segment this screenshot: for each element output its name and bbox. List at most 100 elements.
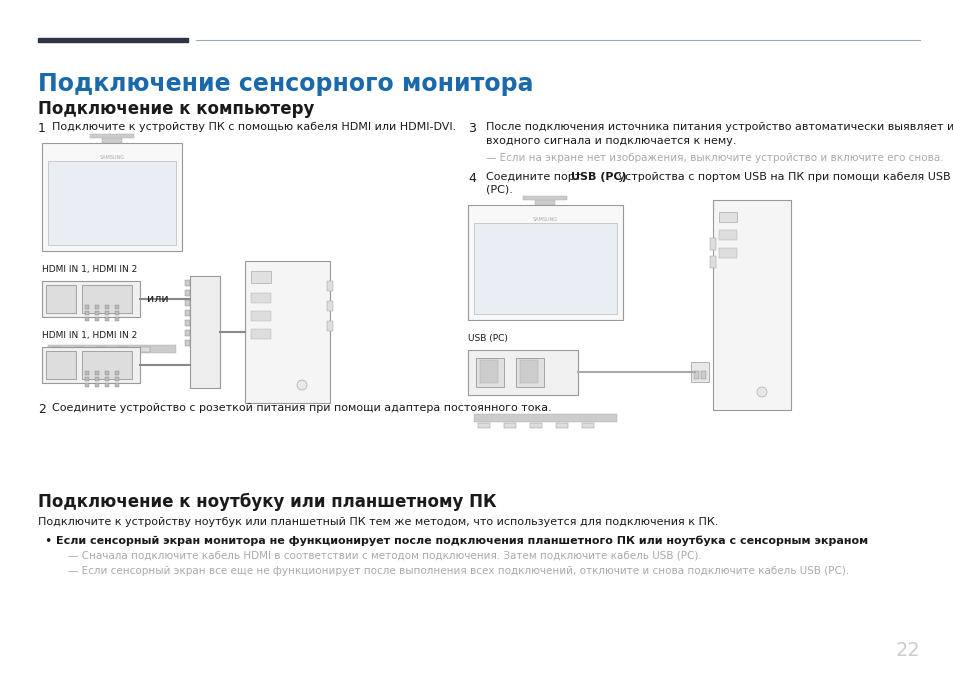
Text: 1: 1	[38, 122, 46, 135]
Text: или: или	[147, 294, 169, 304]
Bar	[115, 371, 119, 375]
Bar	[474, 223, 617, 314]
Text: 2: 2	[38, 403, 46, 416]
Circle shape	[757, 387, 766, 397]
Bar	[556, 423, 567, 428]
Bar	[96, 347, 106, 352]
Bar	[115, 377, 119, 381]
Bar	[105, 371, 109, 375]
Bar	[185, 340, 190, 346]
Bar	[693, 371, 699, 379]
Bar	[46, 285, 76, 313]
Text: — Если сенсорный экран все еще не функционирует после выполнения всех подключени: — Если сенсорный экран все еще не функци…	[68, 566, 848, 576]
Bar	[115, 383, 119, 387]
Bar	[95, 305, 99, 309]
Bar	[118, 347, 128, 352]
Bar	[140, 347, 150, 352]
Bar	[115, 311, 119, 315]
Text: HDMI IN 1, HDMI IN 2: HDMI IN 1, HDMI IN 2	[42, 331, 137, 340]
Bar	[327, 281, 333, 291]
Text: 3: 3	[468, 122, 476, 135]
Bar	[530, 423, 541, 428]
Bar	[85, 317, 89, 321]
Text: (PC).: (PC).	[485, 185, 513, 195]
Text: Подключите к устройству ноутбук или планшетный ПК тем же методом, что использует: Подключите к устройству ноутбук или план…	[38, 517, 718, 527]
Text: — Сначала подключите кабель HDMI в соответствии с методом подключения. Затем под: — Сначала подключите кабель HDMI в соотв…	[68, 551, 701, 561]
Bar	[95, 317, 99, 321]
Bar	[85, 371, 89, 375]
Text: Соедините устройство с розеткой питания при помощи адаптера постоянного тока.: Соедините устройство с розеткой питания …	[52, 403, 551, 413]
Bar	[48, 161, 175, 245]
Bar	[46, 351, 76, 379]
Text: устройства с портом USB на ПК при помощи кабеля USB: устройства с портом USB на ПК при помощи…	[615, 172, 949, 182]
Bar	[251, 271, 271, 283]
Bar	[52, 347, 62, 352]
Text: Подключение к компьютеру: Подключение к компьютеру	[38, 100, 314, 118]
Bar	[105, 305, 109, 309]
Bar	[251, 293, 271, 303]
Bar	[95, 311, 99, 315]
Bar	[105, 317, 109, 321]
Text: После подключения источника питания устройство автоматически выявляет источник: После подключения источника питания устр…	[485, 122, 953, 132]
Bar	[719, 230, 737, 240]
Bar	[700, 371, 705, 379]
Bar	[82, 351, 132, 379]
Circle shape	[296, 380, 307, 390]
Bar	[519, 360, 537, 383]
Bar	[105, 311, 109, 315]
Bar	[712, 200, 790, 410]
Bar	[190, 276, 220, 388]
Bar	[38, 38, 188, 42]
Bar	[115, 317, 119, 321]
Bar	[251, 329, 271, 339]
Bar	[719, 212, 737, 222]
Bar	[185, 330, 190, 336]
Bar	[42, 143, 182, 251]
Text: •: •	[44, 535, 51, 548]
Text: входного сигнала и подключается к нему.: входного сигнала и подключается к нему.	[485, 136, 736, 146]
Bar	[105, 377, 109, 381]
Text: Если сенсорный экран монитора не функционирует после подключения планшетного ПК : Если сенсорный экран монитора не функцио…	[56, 535, 867, 545]
Bar	[476, 358, 503, 387]
Bar	[535, 199, 555, 205]
Bar	[90, 134, 133, 138]
Text: SAMSUNG: SAMSUNG	[99, 155, 125, 160]
Text: 4: 4	[468, 172, 476, 185]
Bar	[115, 305, 119, 309]
Bar	[690, 362, 708, 382]
Bar	[185, 320, 190, 326]
Bar	[709, 256, 716, 268]
Text: 22: 22	[894, 641, 919, 660]
Bar	[85, 305, 89, 309]
Bar	[74, 347, 84, 352]
Bar	[95, 377, 99, 381]
Bar	[185, 290, 190, 296]
Bar	[327, 321, 333, 331]
Bar	[85, 383, 89, 387]
Bar	[709, 238, 716, 250]
Text: USB (PC): USB (PC)	[468, 334, 507, 343]
Bar	[327, 301, 333, 311]
Bar	[185, 280, 190, 286]
Bar	[479, 360, 497, 383]
Bar	[719, 248, 737, 258]
Text: — Если на экране нет изображения, выключите устройство и включите его снова.: — Если на экране нет изображения, выключ…	[485, 153, 943, 163]
Text: Подключение сенсорного монитора: Подключение сенсорного монитора	[38, 72, 533, 96]
Bar	[85, 311, 89, 315]
Bar	[42, 347, 140, 383]
Bar	[95, 383, 99, 387]
Text: Подключите к устройству ПК с помощью кабеля HDMI или HDMI-DVI.: Подключите к устройству ПК с помощью каб…	[52, 122, 456, 132]
Bar	[105, 383, 109, 387]
Text: Подключение к ноутбуку или планшетному ПК: Подключение к ноутбуку или планшетному П…	[38, 493, 497, 511]
Bar	[82, 285, 132, 313]
Bar	[516, 358, 543, 387]
Bar	[503, 423, 516, 428]
Bar	[245, 261, 330, 403]
Bar	[85, 377, 89, 381]
Bar	[522, 196, 566, 200]
Bar	[581, 423, 594, 428]
Text: SAMSUNG: SAMSUNG	[532, 217, 557, 222]
Bar	[468, 350, 578, 395]
Text: Соедините порт: Соедините порт	[485, 172, 584, 182]
Text: USB (PC): USB (PC)	[571, 172, 626, 182]
